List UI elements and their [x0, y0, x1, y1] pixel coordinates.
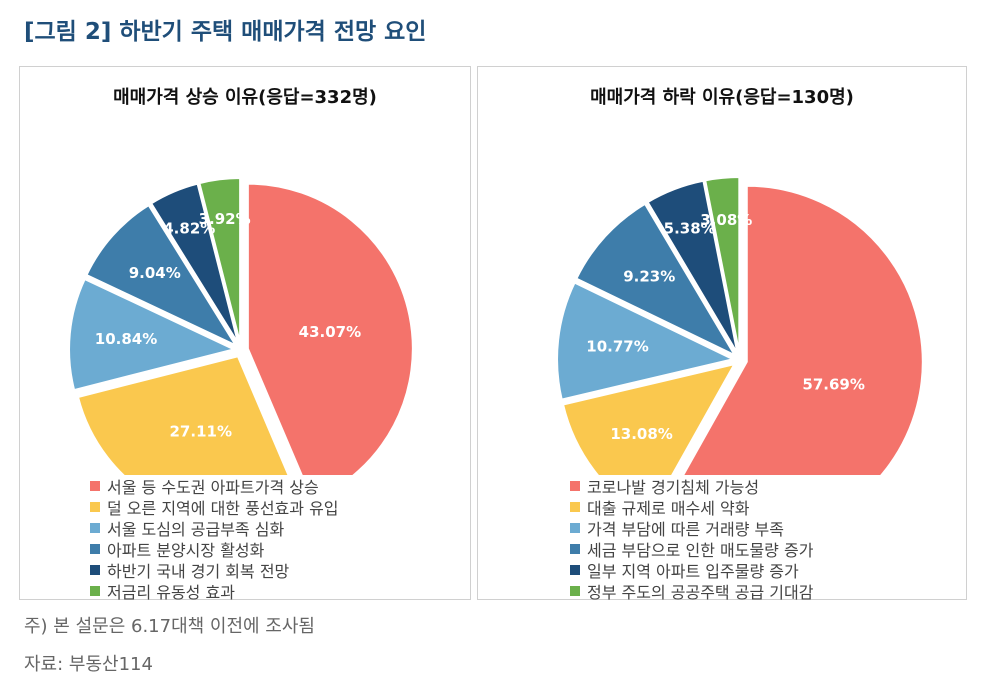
- pie-slice-3: [556, 281, 737, 401]
- pie-data-label-4: 9.23%: [623, 268, 675, 286]
- pie-slice-2: [76, 355, 290, 475]
- legend-entry-5: 일부 지역 아파트 입주물량 증가: [570, 559, 813, 581]
- pie-chart-rise: 43.07% 27.11% 10.84% 9.04% 4.82%3.92%: [68, 177, 414, 475]
- legend-label: 아파트 분양시장 활성화: [107, 540, 265, 560]
- legend-swatch: [90, 564, 100, 575]
- pie-slice-4: [575, 202, 738, 358]
- pie-slice-6: [198, 177, 242, 344]
- pie-data-label-1: 57.69%: [802, 375, 864, 393]
- pie-slice-5: [149, 182, 240, 345]
- legend-swatch: [90, 522, 100, 533]
- legend-label: 하반기 국내 경기 회복 전망: [107, 561, 290, 581]
- pie-slice-5: [646, 179, 739, 354]
- chart-title: 매매가격 상승 이유(응답=332명): [113, 87, 377, 108]
- legend-label: 정부 주도의 공공주택 공급 기대감: [587, 582, 814, 602]
- legend-swatch: [570, 585, 580, 596]
- legend-entry-2: 덜 오른 지역에 대한 풍선효과 유입: [90, 496, 339, 518]
- pie-slice-1: [246, 182, 414, 475]
- legend-label: 서울 도심의 공급부족 심화: [107, 519, 285, 539]
- pie-data-label-6: 3.92%: [199, 210, 251, 228]
- legend-entry-3: 가격 부담에 따른 거래량 부족: [570, 517, 813, 539]
- pie-data-label-4: 9.04%: [129, 264, 181, 282]
- legend-swatch: [90, 501, 100, 512]
- pie-data-label-1: 43.07%: [299, 323, 361, 341]
- legend-label: 세금 부담으로 인한 매도물량 증가: [587, 540, 814, 560]
- legend-label: 일부 지역 아파트 입주물량 증가: [587, 561, 799, 581]
- legend-entry-2: 대출 규제로 매수세 약화: [570, 496, 813, 518]
- pie-data-label-3: 10.84%: [95, 330, 157, 348]
- legend-swatch: [570, 480, 580, 491]
- legend-swatch: [570, 543, 580, 554]
- legend-label: 가격 부담에 따른 거래량 부족: [587, 519, 784, 539]
- legend-label: 저금리 유동성 효과: [107, 582, 235, 602]
- legend-swatch: [570, 564, 580, 575]
- legend-entry-1: 서울 등 수도권 아파트가격 상승: [90, 475, 339, 497]
- legend-rise: 서울 등 수도권 아파트가격 상승 덜 오른 지역에 대한 풍선효과 유입 서울 도…: [90, 475, 339, 602]
- legend-swatch: [90, 543, 100, 554]
- legend-entry-5: 하반기 국내 경기 회복 전망: [90, 559, 339, 581]
- legend-entry-3: 서울 도심의 공급부족 심화: [90, 517, 339, 539]
- legend-entry-4: 아파트 분양시장 활성화: [90, 538, 339, 560]
- chart-panel-fall: 매매가격 하락 이유(응답=130명) 57.69% 13.08% 10.77% 9.…: [477, 66, 967, 602]
- legend-entry-4: 세금 부담으로 인한 매도물량 증가: [570, 538, 814, 560]
- legend-entry-6: 저금리 유동성 효과: [90, 580, 339, 602]
- pie-data-label-2: 27.11%: [170, 422, 232, 440]
- pie-slice-4: [85, 203, 239, 348]
- legend-swatch: [90, 585, 100, 596]
- pie-slice-6: [704, 176, 741, 354]
- pie-data-label-6: 3.08%: [700, 211, 752, 229]
- legend-swatch: [90, 480, 100, 491]
- legend-label: 덜 오른 지역에 대한 풍선효과 유입: [107, 498, 339, 518]
- legend-fall: 코로나발 경기침체 가능성 대출 규제로 매수세 약화 가격 부담에 따른 거래량 …: [570, 475, 814, 602]
- legend-label: 코로나발 경기침체 가능성: [587, 477, 760, 497]
- pie-data-label-2: 13.08%: [610, 425, 672, 443]
- legend-swatch: [570, 501, 580, 512]
- legend-swatch: [570, 522, 580, 533]
- pie-slice-2: [561, 362, 737, 475]
- pie-data-label-5: 4.82%: [163, 220, 215, 238]
- survey-note: 주) 본 설문은 6.17대책 이전에 조사됨: [24, 616, 315, 637]
- figure-title: [그림 2] 하반기 주택 매매가격 전망 요인: [24, 19, 427, 45]
- pie-data-label-3: 10.77%: [586, 338, 648, 356]
- pie-slice-3: [68, 277, 237, 392]
- chart-panel-rise: 매매가격 상승 이유(응답=332명) 43.07% 27.11% 10.84% 9.…: [19, 66, 471, 602]
- pie-data-label-5: 5.38%: [664, 219, 716, 237]
- pie-chart-fall: 57.69% 13.08% 10.77% 9.23% 5.38%3.08%: [556, 176, 924, 475]
- legend-entry-1: 코로나발 경기침체 가능성: [570, 475, 813, 497]
- legend-label: 서울 등 수도권 아파트가격 상승: [107, 477, 319, 497]
- legend-entry-6: 정부 주도의 공공주택 공급 기대감: [570, 580, 814, 602]
- source-note: 자료: 부동산114: [24, 654, 153, 675]
- legend-label: 대출 규제로 매수세 약화: [587, 498, 750, 518]
- pie-slice-1: [682, 184, 924, 475]
- chart-title: 매매가격 하락 이유(응답=130명): [590, 87, 854, 108]
